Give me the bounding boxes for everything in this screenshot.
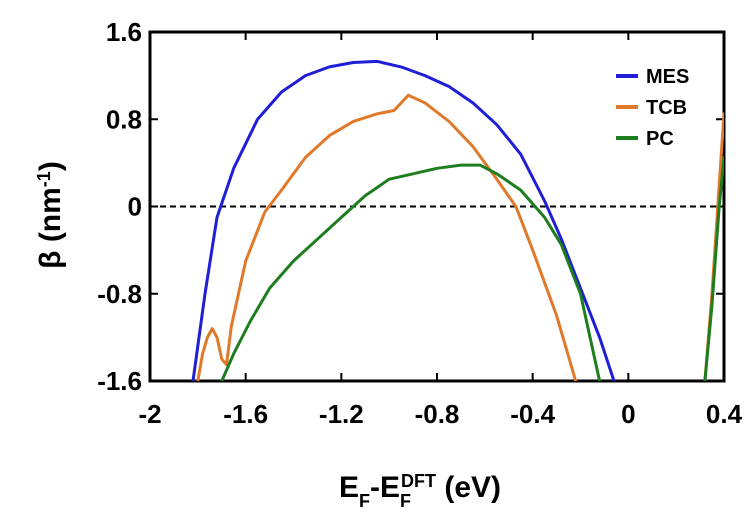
x-tick-label: -0.4: [510, 399, 555, 429]
x-tick-label: 0: [621, 399, 635, 429]
series-group: [191, 59, 724, 381]
series-line-tcb: [196, 93, 578, 381]
x-title-sub1: F: [359, 491, 370, 511]
x-tick-label: 0.4: [706, 399, 743, 429]
x-tick-label: -1.6: [223, 399, 268, 429]
x-title-sub2: F: [400, 491, 411, 511]
series-line-extra: [703, 155, 724, 381]
y-tick-label: 1.6: [106, 17, 142, 47]
x-axis-title: EF-EFDFT (eV): [339, 471, 501, 511]
y-tick-label: -0.8: [97, 279, 142, 309]
plot-area: [148, 30, 726, 383]
tick-labels: -2 -1.6 -1.2 -0.8 -0.4 0 0.41.60.80-0.8-1.6: [97, 17, 742, 429]
y-axis-title: β (nm-1): [34, 161, 67, 269]
y-title-close: ): [34, 161, 67, 171]
legend-label-pc: PC: [646, 128, 674, 150]
x-title-unit: (eV): [436, 471, 501, 504]
series-line-mes: [191, 59, 616, 381]
y-tick-label: -1.6: [97, 366, 142, 396]
plot-frame: [148, 30, 726, 383]
x-title-dash: -E: [370, 471, 400, 504]
y-title-sup: -1: [34, 171, 54, 187]
y-tick-label: 0: [128, 192, 142, 222]
x-title-e1: E: [339, 471, 359, 504]
legend-label-tcb: TCB: [646, 97, 687, 119]
x-tick-label: -2: [138, 399, 161, 429]
x-tick-label: -0.8: [415, 399, 460, 429]
y-title-main: β (nm: [34, 187, 67, 269]
series-line-pc: [220, 163, 602, 381]
y-tick-label: 0.8: [106, 104, 142, 134]
x-title-sup: DFT: [401, 471, 436, 491]
x-tick-label: -1.2: [319, 399, 364, 429]
legend-label-mes: MES: [646, 66, 689, 88]
legend: MES TCB PC: [616, 66, 689, 150]
